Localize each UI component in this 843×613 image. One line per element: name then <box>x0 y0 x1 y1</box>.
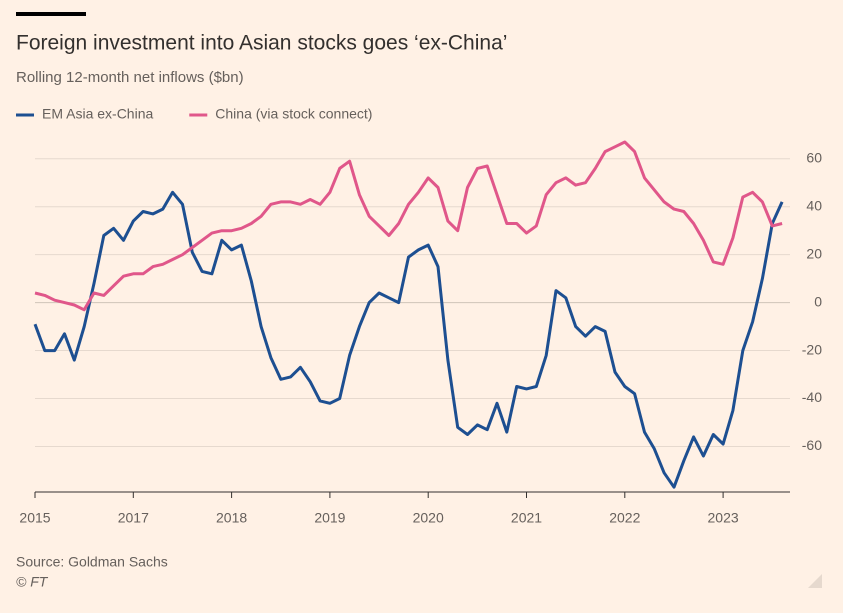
y-tick-label: 20 <box>806 245 822 261</box>
y-tick-label: 60 <box>806 149 822 165</box>
chart-subtitle: Rolling 12-month net inflows ($bn) <box>16 69 244 86</box>
series-line <box>34 140 783 312</box>
x-tick-label: 2020 <box>413 510 444 526</box>
legend-label: China (via stock connect) <box>215 106 372 122</box>
x-tick-label: 2017 <box>118 510 149 526</box>
source: Source: Goldman Sachs <box>16 554 168 570</box>
legend-label: EM Asia ex-China <box>42 106 153 122</box>
chart-title: Foreign investment into Asian stocks goe… <box>16 32 507 55</box>
resize-icon <box>808 574 822 588</box>
x-tick-label: 2018 <box>216 510 247 526</box>
y-tick-label: -40 <box>802 389 822 405</box>
x-tick-label: 2023 <box>708 510 739 526</box>
y-tick-label: -60 <box>802 437 822 453</box>
x-tick-label: 2015 <box>19 510 50 526</box>
credit: © FT <box>16 574 49 590</box>
series-line <box>33 190 784 489</box>
x-tick-label: 2019 <box>314 510 345 526</box>
y-tick-label: 40 <box>806 197 822 213</box>
y-tick-label: 0 <box>814 293 822 309</box>
top-bar <box>16 12 86 16</box>
y-tick-label: -20 <box>802 341 822 357</box>
x-tick-label: 2021 <box>511 510 542 526</box>
x-tick-label: 2022 <box>609 510 640 526</box>
